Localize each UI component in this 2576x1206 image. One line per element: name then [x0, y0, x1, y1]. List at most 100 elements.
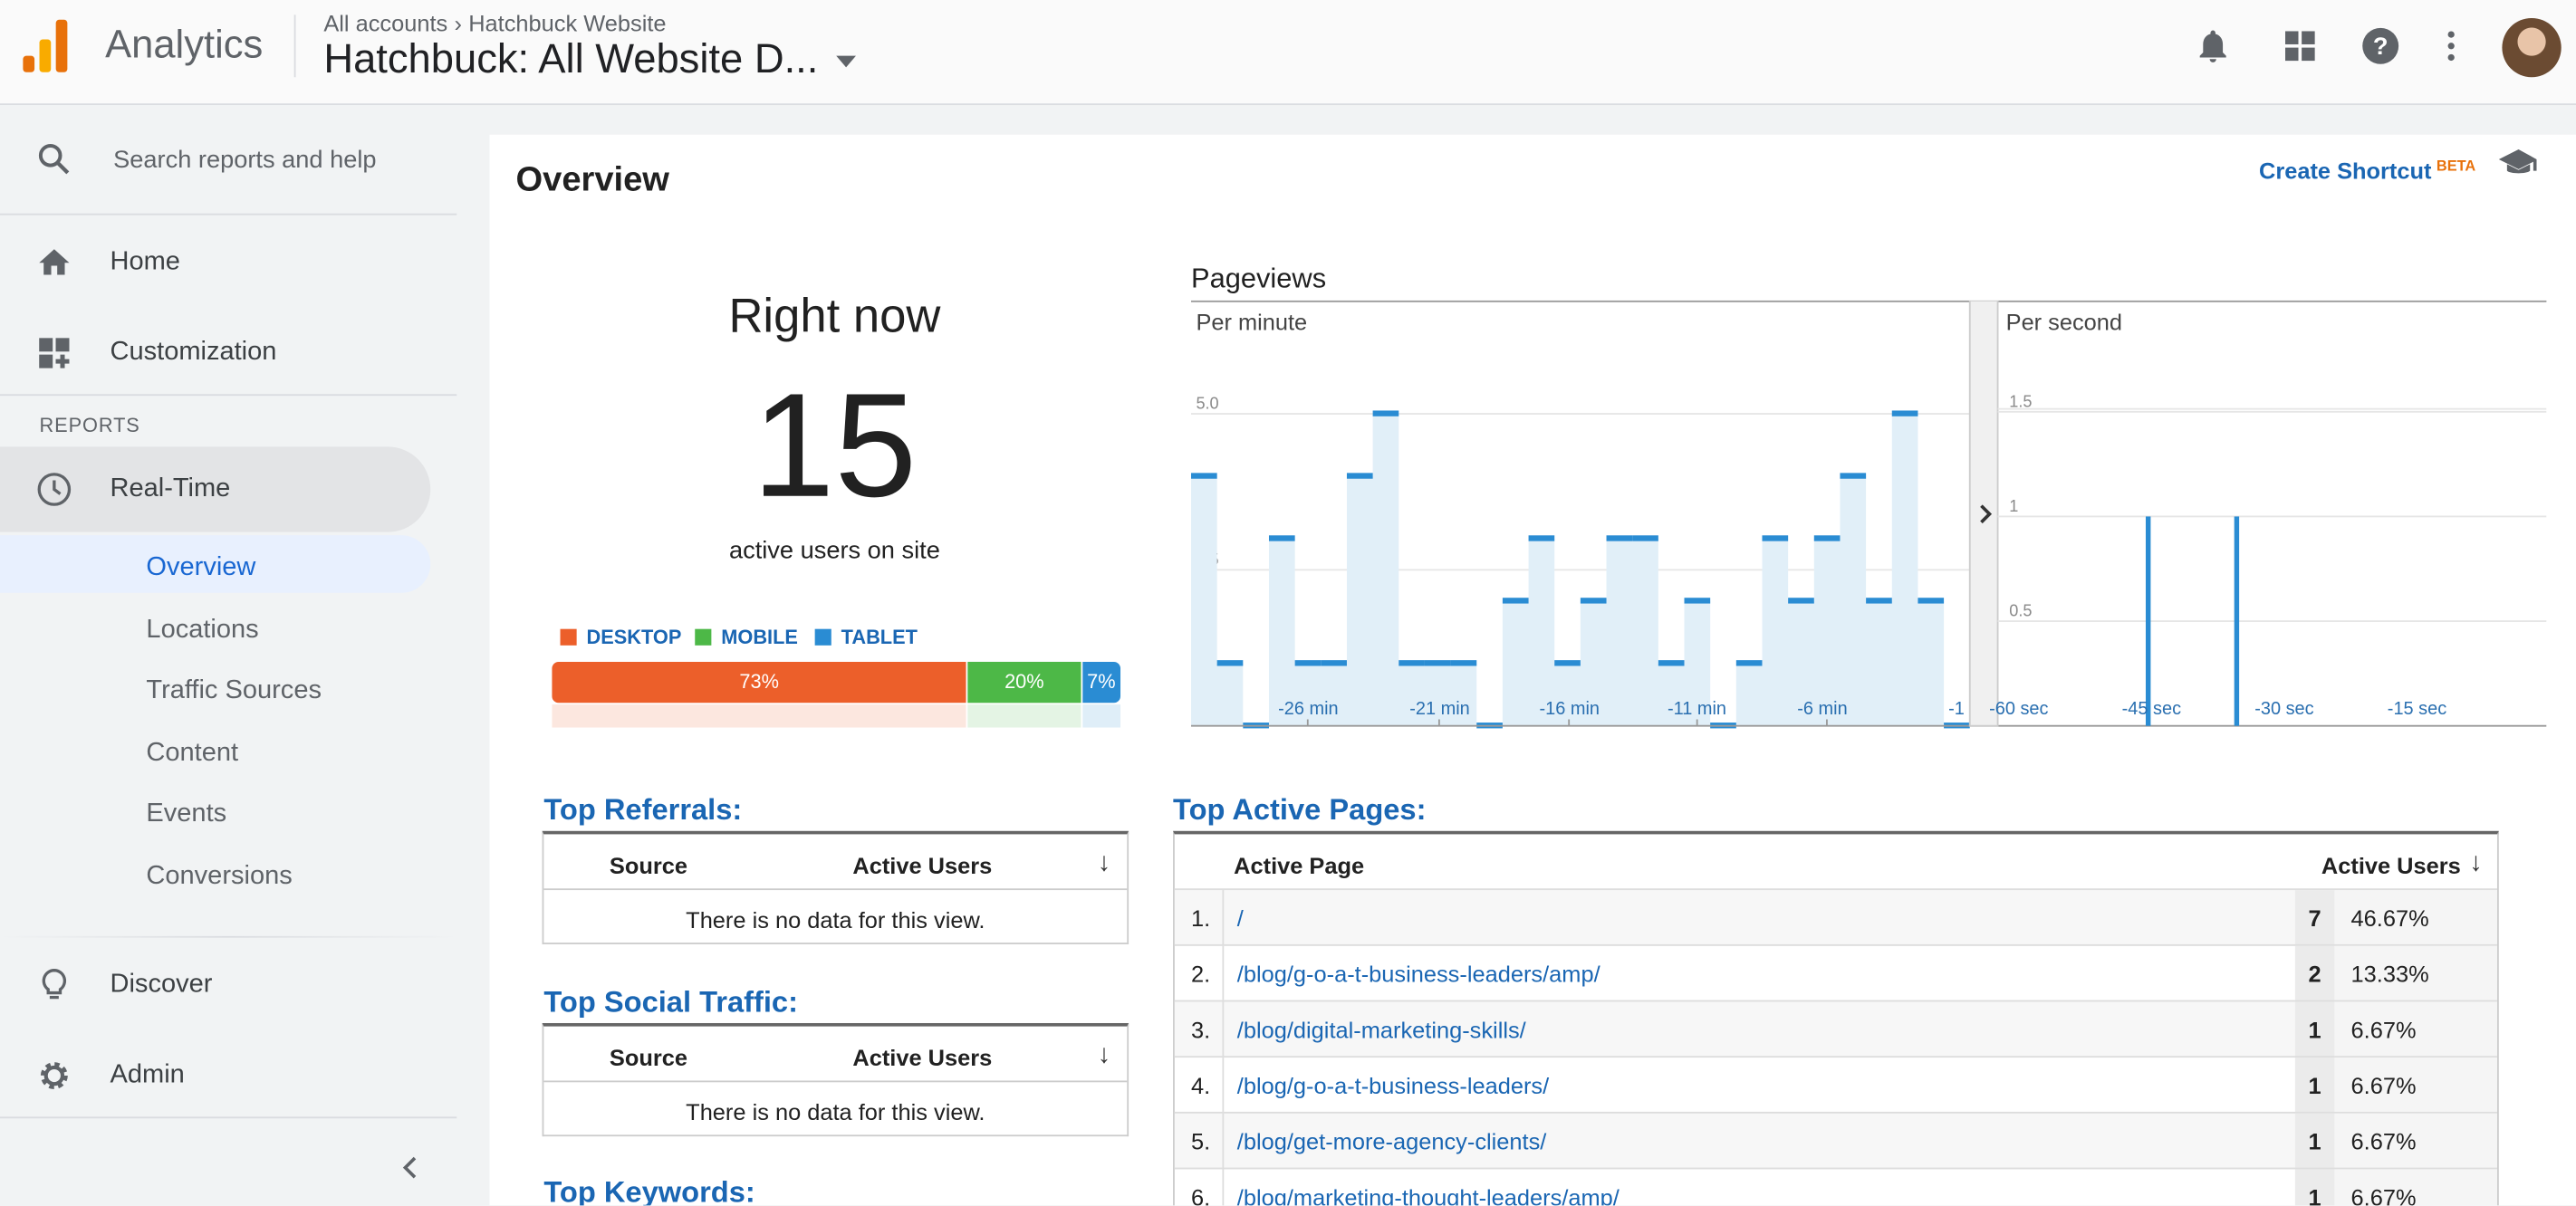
active-page-link[interactable]: /blog/marketing-thought-leaders/amp/ — [1236, 1183, 1620, 1206]
create-shortcut-label: Create Shortcut — [2258, 158, 2432, 185]
minute-bar-cap — [1918, 598, 1945, 604]
more-vert-icon[interactable] — [2431, 26, 2471, 66]
reports-heading: REPORTS — [39, 414, 140, 437]
chevron-right-icon: › — [454, 9, 462, 36]
sort-down-arrow-icon[interactable]: ↓ — [1097, 1040, 1111, 1069]
header-divider — [293, 14, 296, 78]
minute-bar-cap — [1191, 473, 1217, 479]
per-second-label: Per second — [2006, 311, 2122, 336]
active-page-link[interactable]: /blog/g-o-a-t-business-leaders/ — [1236, 1072, 1550, 1099]
sidebar-item-customization[interactable]: Customization — [0, 311, 430, 396]
minute-bar-cap — [1424, 660, 1451, 666]
gear-icon — [40, 1062, 68, 1090]
row-divider — [1222, 1113, 1225, 1170]
sidebar-item-label: Discover — [110, 970, 213, 999]
apps-grid-icon[interactable] — [2281, 26, 2321, 66]
sidebar-subitem-events[interactable]: Events — [146, 799, 227, 828]
sidebar-item-realtime[interactable]: Real-Time — [0, 446, 431, 532]
sort-down-arrow-icon[interactable]: ↓ — [1097, 848, 1111, 877]
minute-x-tick: -26 min — [1278, 699, 1338, 719]
row-index: 6. — [1191, 1183, 1211, 1206]
col-active-users[interactable]: Active Users — [2321, 852, 2461, 879]
table-row: 5. /blog/get-more-agency-clients/1 6.67% — [1174, 1111, 2497, 1170]
sidebar-subitem-locations[interactable]: Locations — [146, 616, 259, 645]
minute-bar-cap — [1372, 410, 1399, 416]
minute-bar-cap — [1606, 535, 1633, 541]
active-users-count: 1 — [2294, 1169, 2335, 1206]
row-index: 4. — [1191, 1072, 1211, 1099]
active-page-link[interactable]: / — [1236, 904, 1244, 932]
top-social-title: Top Social Traffic: — [543, 985, 798, 1019]
col-source[interactable]: Source — [609, 1044, 688, 1071]
sidebar-subitem-traffic-sources[interactable]: Traffic Sources — [146, 676, 322, 705]
sidebar-subitem-content[interactable]: Content — [146, 739, 239, 768]
sidebar-item-home[interactable]: Home — [0, 220, 430, 305]
col-active-users[interactable]: Active Users — [852, 1044, 993, 1071]
collapse-chevron-left-icon[interactable] — [394, 1151, 427, 1183]
minute-bar-cap — [1891, 410, 1918, 416]
breadcrumb[interactable]: All accounts › Hatchbuck Website — [323, 10, 666, 36]
empty-message: There is no data for this view. — [686, 1098, 985, 1125]
second-spike — [2234, 516, 2240, 726]
breadcrumb-account[interactable]: All accounts — [323, 9, 448, 36]
active-users-caption: active users on site — [728, 537, 940, 565]
minute-bar-cap — [1762, 535, 1789, 541]
col-active-page[interactable]: Active Page — [1234, 852, 1365, 879]
legend-desktop-label: DESKTOP — [586, 626, 682, 649]
expand-chevron-right-icon — [1980, 504, 1993, 524]
col-source[interactable]: Source — [609, 852, 688, 879]
table-header-divider — [543, 1080, 1128, 1083]
row-divider — [1222, 1058, 1225, 1114]
help-icon[interactable]: ? — [2360, 26, 2400, 66]
sidebar-divider — [0, 935, 457, 938]
sort-down-arrow-icon[interactable]: ↓ — [2469, 848, 2483, 877]
minute-bar-cap — [1502, 598, 1529, 604]
pageviews-rule — [1191, 300, 2547, 302]
legend-tablet: TABLET — [814, 626, 918, 648]
active-users-count: 1 — [2294, 1113, 2335, 1170]
table-row: 1. / 7 46.67% — [1174, 888, 2497, 946]
sidebar-subitem-conversions[interactable]: Conversions — [146, 862, 293, 891]
graduation-cap-icon[interactable] — [2497, 148, 2540, 177]
minute-bar-cap — [1450, 660, 1477, 666]
active-users-count: 15 — [752, 364, 918, 530]
minute-x-tick: -1 — [1948, 699, 1965, 719]
sidebar-subitem-overview[interactable]: Overview — [146, 553, 256, 582]
active-users-count: 7 — [2294, 890, 2335, 946]
active-page-link[interactable]: /blog/g-o-a-t-business-leaders/amp/ — [1236, 961, 1600, 988]
device-segment-mobile: 20% — [967, 661, 1081, 704]
caret-down-icon[interactable] — [836, 55, 856, 68]
active-page-link[interactable]: /blog/get-more-agency-clients/ — [1236, 1128, 1547, 1155]
minute-bar-cap — [1580, 598, 1607, 604]
beta-badge: BETA — [2436, 158, 2476, 175]
active-users-percent: 6.67% — [2334, 1058, 2497, 1114]
lightbulb-icon — [42, 968, 67, 1000]
active-users-count: 2 — [2294, 945, 2335, 1002]
legend-mobile: MOBILE — [695, 626, 798, 648]
active-users-count: 1 — [2294, 1001, 2335, 1058]
minute-bar-cap — [1813, 535, 1841, 541]
view-selector[interactable]: Hatchbuck: All Website D... — [323, 35, 819, 82]
dashboard-plus-icon — [39, 338, 70, 368]
row-divider — [1222, 1001, 1225, 1058]
device-segment-reflection — [1081, 704, 1120, 728]
search-box[interactable]: Search reports and help — [0, 105, 457, 215]
device-segment-desktop: 73% — [552, 661, 967, 704]
create-shortcut-link[interactable]: Create Shortcut BETA — [2259, 158, 2475, 184]
top-active-pages-title: Top Active Pages: — [1173, 793, 1427, 827]
svg-text:?: ? — [2373, 32, 2389, 60]
sidebar: Search reports and help Home Customizati… — [0, 105, 460, 1206]
col-active-users[interactable]: Active Users — [852, 852, 993, 879]
sidebar-subitem-active-bg — [0, 535, 431, 593]
active-page-link[interactable]: /blog/digital-marketing-skills/ — [1236, 1016, 1526, 1043]
app-header: Analytics All accounts › Hatchbuck Website… — [0, 0, 2576, 106]
bell-icon[interactable] — [2193, 26, 2233, 66]
breadcrumb-property[interactable]: Hatchbuck Website — [468, 9, 667, 36]
sidebar-item-discover[interactable]: Discover — [0, 943, 430, 1028]
second-y-tick: 0.5 — [2009, 602, 2032, 620]
sidebar-item-admin[interactable]: Admin — [0, 1033, 430, 1118]
table-row: 3. /blog/digital-marketing-skills/1 6.67% — [1174, 1000, 2497, 1058]
avatar[interactable] — [2502, 17, 2562, 78]
legend-desktop: DESKTOP — [560, 626, 682, 649]
search-input[interactable]: Search reports and help — [113, 146, 377, 175]
